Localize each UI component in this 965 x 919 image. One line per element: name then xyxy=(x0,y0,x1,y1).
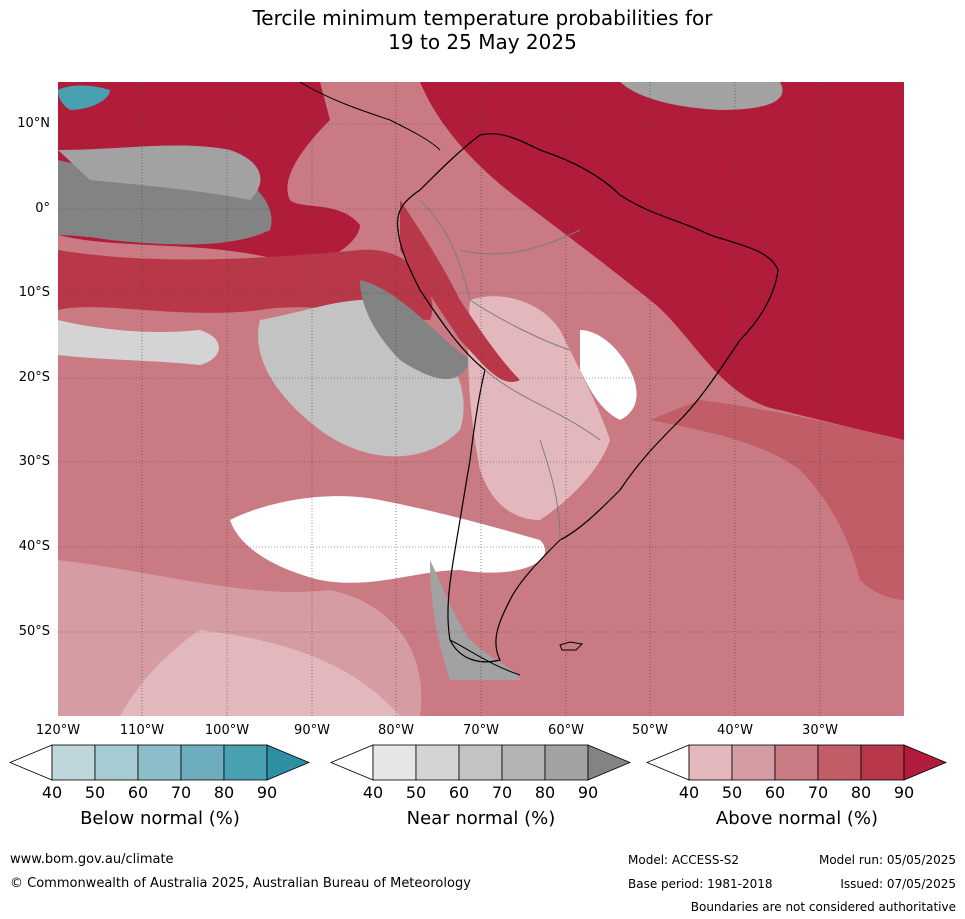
colorbar-below-bin-5 xyxy=(223,744,268,781)
field-equatorial-band xyxy=(58,249,433,320)
colorbar-near-bin-4 xyxy=(501,744,546,781)
colorbar-below-tick-50: 50 xyxy=(84,783,106,802)
colorbars xyxy=(8,744,948,781)
lat-label-10s: 10°S xyxy=(18,285,50,300)
colorbar-near-tick-70: 70 xyxy=(491,783,513,802)
lon-label-110w: 110°W xyxy=(119,723,165,738)
lon-label-40w: 40°W xyxy=(717,723,753,738)
colorbar-title-near: Near normal (%) xyxy=(406,808,556,829)
lon-label-100w: 100°W xyxy=(204,723,250,738)
colorbar-below-tick-80: 80 xyxy=(213,783,235,802)
field-below-normal-patch xyxy=(58,85,110,110)
colorbar-near-tick-40: 40 xyxy=(362,783,384,802)
field-atlantic-strong xyxy=(420,82,904,440)
colorbar-below-tick-90: 90 xyxy=(256,783,278,802)
colorbar-above-tick-80: 80 xyxy=(850,783,872,802)
graticule xyxy=(58,82,904,716)
lon-label-30w: 30°W xyxy=(802,723,838,738)
colorbar-above-bin-2 xyxy=(731,744,776,781)
field-andes-strong xyxy=(400,200,520,382)
falklands-outline xyxy=(559,641,584,651)
colorbar-near-bin-1 xyxy=(372,744,417,781)
lon-label-50w: 50°W xyxy=(632,723,668,738)
map-title: Tercile minimum temperature probabilitie… xyxy=(0,6,965,54)
colorbar-above-bin-1 xyxy=(688,744,733,781)
colorbar-above-tick-50: 50 xyxy=(721,783,743,802)
field-near-normal-west xyxy=(58,320,219,365)
lat-label-10n: 10°N xyxy=(17,116,50,131)
colorbar-below-tick-70: 70 xyxy=(170,783,192,802)
lon-label-120w: 120°W xyxy=(35,723,81,738)
colorbar-above-min-arrow xyxy=(645,744,690,781)
colorbar-near-tick-60: 60 xyxy=(448,783,470,802)
field-near-normal-caribbean xyxy=(620,82,783,110)
probability-field xyxy=(58,82,904,716)
title-line-2: 19 to 25 May 2025 xyxy=(388,30,577,54)
colorbar-near-bin-3 xyxy=(458,744,503,781)
lat-label-20s: 20°S xyxy=(18,370,50,385)
colorbar-below-bin-4 xyxy=(180,744,225,781)
colorbar-title-below: Below normal (%) xyxy=(80,808,240,829)
colorbar-below-bin-3 xyxy=(137,744,182,781)
colorbar-above-tick-90: 90 xyxy=(893,783,915,802)
colorbar-below-min-arrow xyxy=(8,744,53,781)
lat-label-0: 0° xyxy=(35,201,50,216)
field-interior-light xyxy=(468,296,610,520)
field-near-normal-pacific-2 xyxy=(58,145,261,200)
colorbar-below-bin-2 xyxy=(94,744,139,781)
field-no-signal-brazil xyxy=(580,330,637,420)
colorbar-title-above: Above normal (%) xyxy=(715,808,879,829)
colorbar-near-bin-5 xyxy=(544,744,589,781)
footer-copyright: © Commonwealth of Australia 2025, Austra… xyxy=(10,876,471,891)
lat-label-50s: 50°S xyxy=(18,624,50,639)
colorbar-below-tick-60: 60 xyxy=(127,783,149,802)
field-atlantic-south xyxy=(650,400,904,600)
colorbar-above-tick-40: 40 xyxy=(678,783,700,802)
colorbar-near-min-arrow xyxy=(329,744,374,781)
colorbar-near-max-arrow xyxy=(587,744,632,781)
colorbar-above-bin-4 xyxy=(817,744,862,781)
colorbar-near-tick-80: 80 xyxy=(534,783,556,802)
footer-model: Model: ACCESS-S2 xyxy=(628,853,740,867)
title-line-1: Tercile minimum temperature probabilitie… xyxy=(252,6,713,30)
field-south-lighter xyxy=(120,630,400,716)
colorbar-near-bin-2 xyxy=(415,744,460,781)
lon-label-90w: 90°W xyxy=(294,723,330,738)
lon-label-60w: 60°W xyxy=(548,723,584,738)
colorbar-above-bin-5 xyxy=(860,744,905,781)
lat-label-40s: 40°S xyxy=(18,539,50,554)
field-no-signal-south-pacific xyxy=(230,496,546,583)
lon-label-70w: 70°W xyxy=(463,723,499,738)
colorbar-near-tick-50: 50 xyxy=(405,783,427,802)
tierra-del-fuego-coastline xyxy=(449,639,521,676)
lat-label-30s: 30°S xyxy=(18,454,50,469)
field-patagonia-grey xyxy=(430,560,520,680)
footer-url[interactable]: www.bom.gov.au/climate xyxy=(10,852,174,867)
field-near-normal-coast xyxy=(360,280,470,379)
colorbar-below-tick-40: 40 xyxy=(41,783,63,802)
lon-label-80w: 80°W xyxy=(378,723,414,738)
colorbar-above-tick-70: 70 xyxy=(807,783,829,802)
colorbar-above-max-arrow xyxy=(903,744,948,781)
colorbar-above-tick-60: 60 xyxy=(764,783,786,802)
footer-base-period: Base period: 1981-2018 xyxy=(628,877,773,891)
footer-issued: Issued: 07/05/2025 xyxy=(840,877,956,891)
field-south-atlantic xyxy=(560,560,904,716)
footer-disclaimer: Boundaries are not considered authoritat… xyxy=(690,900,956,914)
central-america-coastline xyxy=(299,81,441,151)
south-america-coastline xyxy=(396,133,779,663)
colorbar-below-bin-1 xyxy=(51,744,96,781)
colorbar-above-bin-3 xyxy=(774,744,819,781)
colorbar-below-max-arrow xyxy=(266,744,311,781)
country-borders xyxy=(419,199,601,541)
colorbar-near-tick-90: 90 xyxy=(577,783,599,802)
footer-model-run: Model run: 05/05/2025 xyxy=(818,853,956,867)
